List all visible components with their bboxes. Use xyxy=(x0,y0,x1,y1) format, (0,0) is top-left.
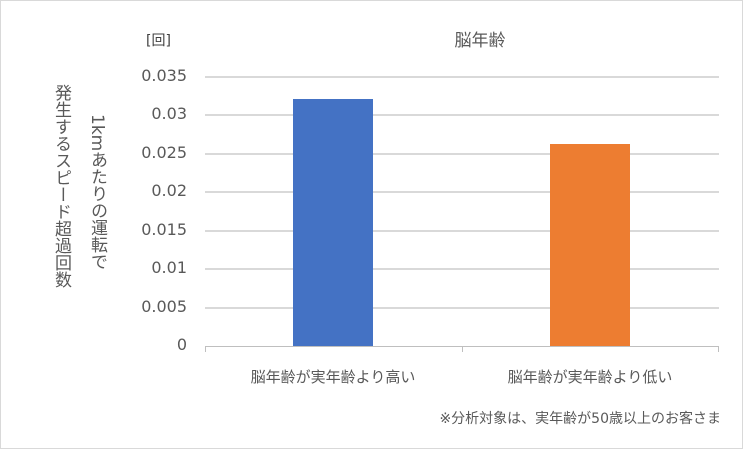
y-tick-label: 0.03 xyxy=(151,104,187,124)
x-axis-tick xyxy=(462,346,463,352)
x-category-label: 脳年齢が実年齢より低い xyxy=(507,368,673,386)
x-category-label: 脳年齢が実年齢より高い xyxy=(250,368,416,386)
bar-2 xyxy=(550,143,630,346)
y-tick-label: 0.025 xyxy=(141,142,187,162)
x-axis-tick xyxy=(205,346,206,352)
gridline xyxy=(205,152,719,155)
y-tick-label: 0.01 xyxy=(151,258,187,278)
gridline xyxy=(205,268,719,271)
gridline xyxy=(205,76,719,78)
gridline xyxy=(205,191,719,194)
chart-title: 脳年齢 xyxy=(454,31,506,51)
y-unit-label: [回] xyxy=(146,33,171,49)
y-tick-label: 0.005 xyxy=(141,296,187,316)
y-tick-label: 0.015 xyxy=(141,219,187,239)
gridline xyxy=(205,229,719,232)
gridline xyxy=(205,114,719,117)
x-axis-tick xyxy=(718,346,719,352)
y-axis-title-line1: 発生するスピード超過回数 xyxy=(51,84,71,288)
y-tick-label: 0.02 xyxy=(151,181,187,201)
y-axis-title-line2: 1kmあたりの運転で xyxy=(87,114,107,271)
bar-1 xyxy=(293,99,373,346)
y-tick-label: 0.035 xyxy=(141,66,187,85)
y-tick-label: 0 xyxy=(176,335,187,354)
footnote: ※分析対象は、実年齢が50歳以上のお客さま xyxy=(439,411,721,427)
gridline xyxy=(205,306,719,309)
